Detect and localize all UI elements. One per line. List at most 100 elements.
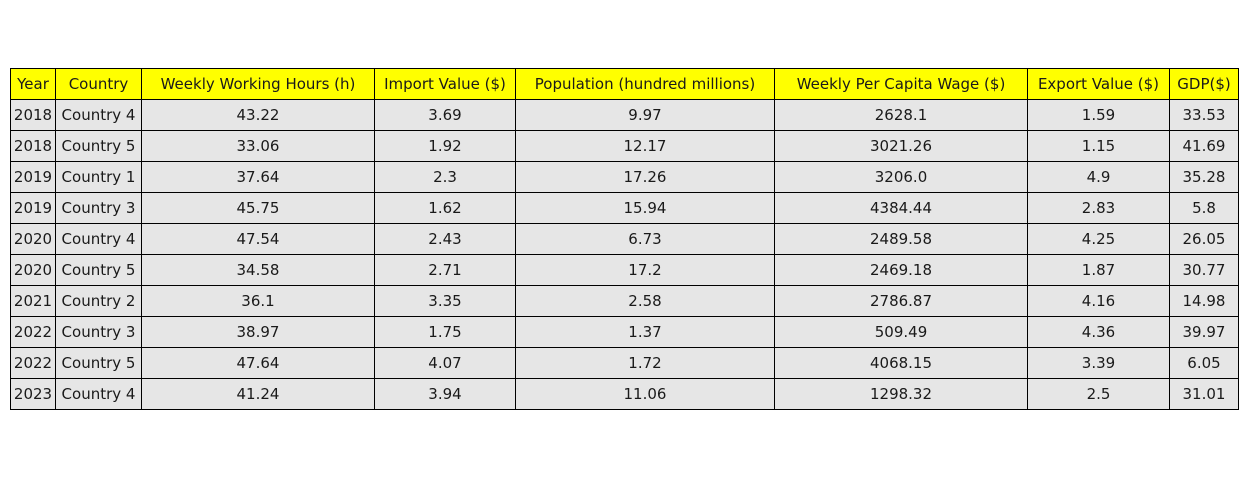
table-cell: 41.69 <box>1169 130 1239 162</box>
table-cell: 3.35 <box>374 285 516 317</box>
table-cell: 2.83 <box>1027 192 1170 224</box>
table-cell: 4.16 <box>1027 285 1170 317</box>
table-cell: 36.1 <box>141 285 375 317</box>
table-cell: 47.64 <box>141 347 375 379</box>
data-table: Year Country Weekly Working Hours (h) Impor… <box>10 68 1239 410</box>
table-cell: 30.77 <box>1169 254 1239 286</box>
table-cell: 35.28 <box>1169 161 1239 193</box>
table-cell: 2.43 <box>374 223 516 255</box>
table-cell: 41.24 <box>141 378 375 410</box>
table-cell: 2628.1 <box>774 99 1028 131</box>
column-header: Import Value ($) <box>374 68 516 100</box>
table-cell: 15.94 <box>515 192 775 224</box>
table-cell: Country 5 <box>55 347 142 379</box>
header-row: Year Country Weekly Working Hours (h) Impor… <box>10 68 1239 100</box>
column-header: Weekly Per Capita Wage ($) <box>774 68 1028 100</box>
table-cell: 6.05 <box>1169 347 1239 379</box>
table-cell: 2019 <box>10 161 56 193</box>
table-row: 2018 Country 4 43.22 3.69 9.97 2628.1 1.59 33.5… <box>10 99 1239 131</box>
table-cell: 39.97 <box>1169 316 1239 348</box>
table-cell: 2023 <box>10 378 56 410</box>
table-cell: Country 1 <box>55 161 142 193</box>
table-cell: 43.22 <box>141 99 375 131</box>
table-row: 2021 Country 2 36.1 3.35 2.58 2786.87 4.16 14.9… <box>10 285 1239 317</box>
table-cell: 4.9 <box>1027 161 1170 193</box>
table-cell: Country 3 <box>55 192 142 224</box>
table-cell: 4068.15 <box>774 347 1028 379</box>
column-header: Country <box>55 68 142 100</box>
table-cell: 3021.26 <box>774 130 1028 162</box>
table-cell: 4.36 <box>1027 316 1170 348</box>
table-cell: 2020 <box>10 223 56 255</box>
column-header: Year <box>10 68 56 100</box>
table-cell: Country 3 <box>55 316 142 348</box>
table-cell: 17.26 <box>515 161 775 193</box>
table-cell: 2489.58 <box>774 223 1028 255</box>
table-cell: 1.62 <box>374 192 516 224</box>
table-cell: 2018 <box>10 130 56 162</box>
table-row: 2019 Country 1 37.64 2.3 17.26 3206.0 4.9 35.28 <box>10 161 1239 193</box>
table-cell: 4.07 <box>374 347 516 379</box>
table-cell: 2.5 <box>1027 378 1170 410</box>
column-header: Weekly Working Hours (h) <box>141 68 375 100</box>
table-row: 2019 Country 3 45.75 1.62 15.94 4384.44 2.83 5.… <box>10 192 1239 224</box>
table-row: 2023 Country 4 41.24 3.94 11.06 1298.32 2.5 31.… <box>10 378 1239 410</box>
table-cell: 1.37 <box>515 316 775 348</box>
table-cell: 4384.44 <box>774 192 1028 224</box>
table-cell: 2018 <box>10 99 56 131</box>
table-cell: 1.59 <box>1027 99 1170 131</box>
table-cell: 2022 <box>10 316 56 348</box>
table-body: 2018 Country 4 43.22 3.69 9.97 2628.1 1.59 33.5… <box>10 99 1239 410</box>
table-cell: Country 2 <box>55 285 142 317</box>
table-cell: 2.3 <box>374 161 516 193</box>
table-cell: 34.58 <box>141 254 375 286</box>
table-cell: 5.8 <box>1169 192 1239 224</box>
data-table-container: Year Country Weekly Working Hours (h) Impor… <box>10 68 1239 410</box>
column-header: GDP($) <box>1169 68 1239 100</box>
table-cell: 1.72 <box>515 347 775 379</box>
table-cell: 1.75 <box>374 316 516 348</box>
table-cell: 37.64 <box>141 161 375 193</box>
table-cell: Country 5 <box>55 254 142 286</box>
table-cell: 2020 <box>10 254 56 286</box>
table-cell: 3.39 <box>1027 347 1170 379</box>
table-cell: 31.01 <box>1169 378 1239 410</box>
table-cell: 2469.18 <box>774 254 1028 286</box>
table-cell: 14.98 <box>1169 285 1239 317</box>
table-cell: 33.53 <box>1169 99 1239 131</box>
table-row: 2020 Country 4 47.54 2.43 6.73 2489.58 4.25 26.… <box>10 223 1239 255</box>
table-cell: Country 4 <box>55 378 142 410</box>
table-cell: 17.2 <box>515 254 775 286</box>
table-cell: 3.94 <box>374 378 516 410</box>
table-cell: 3.69 <box>374 99 516 131</box>
table-cell: 12.17 <box>515 130 775 162</box>
table-cell: 38.97 <box>141 316 375 348</box>
table-cell: 2022 <box>10 347 56 379</box>
table-cell: Country 4 <box>55 223 142 255</box>
table-cell: 47.54 <box>141 223 375 255</box>
table-header: Year Country Weekly Working Hours (h) Impor… <box>10 68 1239 100</box>
table-row: 2022 Country 5 47.64 4.07 1.72 4068.15 3.39 6.0… <box>10 347 1239 379</box>
table-cell: Country 4 <box>55 99 142 131</box>
table-cell: 6.73 <box>515 223 775 255</box>
table-row: 2020 Country 5 34.58 2.71 17.2 2469.18 1.87 30.… <box>10 254 1239 286</box>
table-cell: 3206.0 <box>774 161 1028 193</box>
table-cell: 33.06 <box>141 130 375 162</box>
table-cell: Country 5 <box>55 130 142 162</box>
table-cell: 2019 <box>10 192 56 224</box>
table-cell: 1.87 <box>1027 254 1170 286</box>
column-header: Export Value ($) <box>1027 68 1170 100</box>
table-cell: 1.15 <box>1027 130 1170 162</box>
table-row: 2018 Country 5 33.06 1.92 12.17 3021.26 1.15 41… <box>10 130 1239 162</box>
table-cell: 4.25 <box>1027 223 1170 255</box>
table-cell: 509.49 <box>774 316 1028 348</box>
table-cell: 45.75 <box>141 192 375 224</box>
table-row: 2022 Country 3 38.97 1.75 1.37 509.49 4.36 39.9… <box>10 316 1239 348</box>
table-cell: 2.71 <box>374 254 516 286</box>
table-cell: 2.58 <box>515 285 775 317</box>
column-header: Population (hundred millions) <box>515 68 775 100</box>
table-cell: 1298.32 <box>774 378 1028 410</box>
table-cell: 26.05 <box>1169 223 1239 255</box>
table-cell: 2786.87 <box>774 285 1028 317</box>
table-cell: 1.92 <box>374 130 516 162</box>
